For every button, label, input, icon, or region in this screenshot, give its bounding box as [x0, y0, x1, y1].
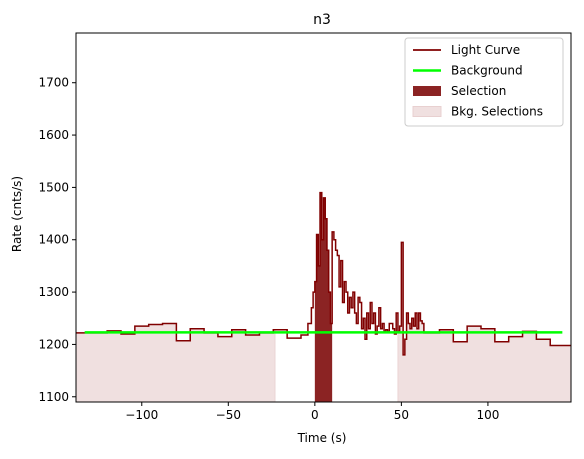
y-tick-label: 1400 [38, 233, 69, 247]
x-axis-label: Time (s) [297, 431, 347, 445]
y-axis-label: Rate (cnts/s) [10, 176, 24, 252]
plot-area [76, 191, 571, 402]
light-curve-line [76, 191, 571, 356]
selection-region [314, 192, 333, 402]
x-tick-label: −100 [125, 408, 158, 422]
legend-box [404, 37, 564, 127]
y-tick-label: 1200 [38, 337, 69, 351]
axes-frame [75, 32, 572, 403]
legend-label: Light Curve [451, 43, 520, 57]
legend-swatch [412, 106, 442, 117]
legend-label: Bkg. Selections [451, 105, 543, 119]
x-tick-label: 0 [311, 408, 319, 422]
legend-swatch [413, 86, 441, 96]
legend: Light Curve Background Selection Bkg. Selec… [404, 37, 564, 127]
bkg-selection-region-2 [397, 241, 571, 402]
y-tick-label: 1600 [38, 128, 69, 142]
y-tick-label: 1300 [38, 285, 69, 299]
x-tick-label: 100 [476, 408, 499, 422]
y-tick-label: 1100 [38, 390, 69, 404]
legend-label: Background [451, 64, 523, 78]
y-tick-label: 1500 [38, 180, 69, 194]
chart-title: n3 [313, 12, 331, 28]
x-tick-label: 50 [394, 408, 409, 422]
x-tick-label: −50 [216, 408, 241, 422]
y-tick-label: 1700 [38, 76, 69, 90]
legend-label: Selection [451, 84, 506, 98]
